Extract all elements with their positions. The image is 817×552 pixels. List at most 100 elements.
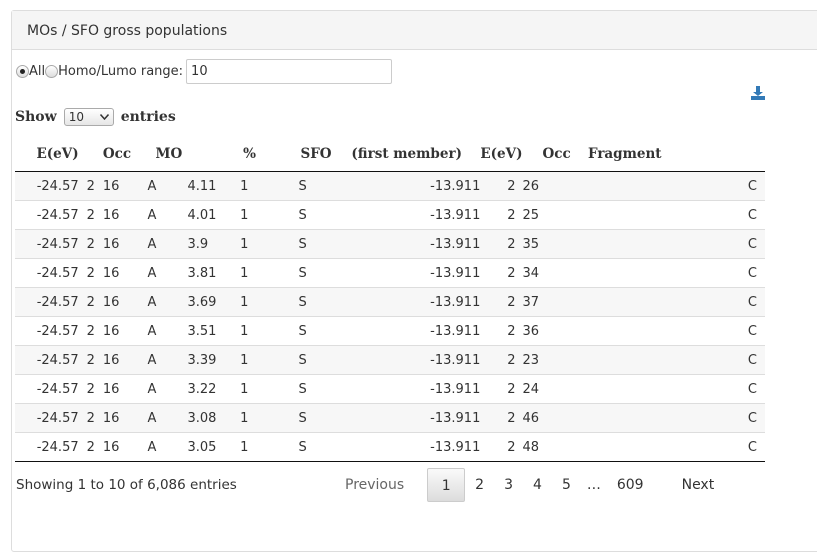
cell-first-member: S: [293, 171, 431, 201]
cell-percent: 3.9: [187, 229, 234, 259]
column-header-percent[interactable]: %: [233, 137, 294, 172]
entries-label: entries: [120, 109, 176, 125]
cell-occ-2: 2: [480, 287, 523, 317]
cell-percent: 3.22: [187, 374, 234, 404]
page-button-1[interactable]: 1: [427, 468, 466, 502]
cell-occ-2: 2: [480, 345, 523, 375]
cell-symmetry: A: [147, 229, 188, 259]
table-row: -24.57 2 16 A 3.51 1 S -13.911 2 36 C: [15, 316, 765, 346]
cell-occ: 2: [78, 287, 95, 317]
cell-percent: 3.05: [187, 432, 234, 462]
column-header-occ-2[interactable]: Occ: [522, 137, 588, 172]
cell-occ: 2: [78, 171, 95, 201]
cell-e-ev-2: -13.911: [430, 287, 481, 317]
cell-e-ev: -24.57: [15, 374, 79, 404]
table-row: -24.57 2 16 A 3.81 1 S -13.911 2 34 C: [15, 258, 765, 288]
cell-mo: 16: [94, 258, 148, 288]
cell-symmetry: A: [147, 287, 188, 317]
cell-mo: 16: [94, 316, 148, 346]
cell-e-ev-2: -13.911: [430, 403, 481, 433]
homo-lumo-range-input[interactable]: [186, 58, 393, 84]
all-radio-label: All: [29, 63, 46, 79]
cell-fragment: 25: [522, 200, 588, 230]
cell-mo: 16: [94, 345, 148, 375]
cell-e-ev-2: -13.911: [430, 200, 481, 230]
cell-occ-2: 2: [480, 200, 523, 230]
page-button-last[interactable]: 609: [616, 477, 644, 493]
table-row: -24.57 2 16 A 3.05 1 S -13.911 2 48 C: [15, 432, 765, 462]
cell-element: C: [587, 229, 765, 259]
cell-percent: 3.51: [187, 316, 234, 346]
cell-mo: 16: [94, 200, 148, 230]
pagination: Previous 1 2 3 4 5 … 609 Next: [334, 467, 724, 503]
cell-sfo: 1: [233, 345, 294, 375]
cell-element: C: [587, 258, 765, 288]
column-header-e-ev[interactable]: E(eV): [15, 137, 79, 172]
column-header-fragment[interactable]: Fragment: [587, 137, 765, 172]
cell-occ-2: 2: [480, 229, 523, 259]
cell-percent: 3.08: [187, 403, 234, 433]
next-button[interactable]: Next: [681, 477, 715, 493]
cell-sfo: 1: [233, 200, 294, 230]
cell-percent: 4.11: [187, 171, 234, 201]
table-body: -24.57 2 16 A 4.11 1 S -13.911 2 26 C -24.57 2 16 A 4.0…: [15, 171, 765, 462]
show-label: Show: [15, 109, 57, 125]
table-row: -24.57 2 16 A 3.39 1 S -13.911 2 23 C: [15, 345, 765, 375]
column-header-first-member[interactable]: (first member): [346, 137, 481, 172]
table-row: -24.57 2 16 A 4.01 1 S -13.911 2 25 C: [15, 200, 765, 230]
table-row: -24.57 2 16 A 3.69 1 S -13.911 2 37 C: [15, 287, 765, 317]
column-header-occ[interactable]: Occ: [94, 137, 148, 172]
page-button-3[interactable]: 3: [504, 477, 514, 493]
cell-element: C: [587, 200, 765, 230]
cell-e-ev: -24.57: [15, 258, 79, 288]
column-header-e-ev-2[interactable]: E(eV): [480, 137, 523, 172]
cell-first-member: S: [293, 287, 431, 317]
page-button-2[interactable]: 2: [475, 477, 485, 493]
cell-sfo: 1: [233, 403, 294, 433]
cell-first-member: S: [293, 374, 431, 404]
cell-element: C: [587, 403, 765, 433]
cell-mo: 16: [94, 171, 148, 201]
cell-symmetry: A: [147, 316, 188, 346]
homo-lumo-radio-label: Homo/Lumo range:: [58, 63, 184, 79]
cell-occ: 2: [78, 258, 95, 288]
column-header-mo[interactable]: MO: [147, 137, 188, 172]
cell-element: C: [587, 432, 765, 462]
cell-e-ev: -24.57: [15, 171, 79, 201]
cell-e-ev: -24.57: [15, 200, 79, 230]
cell-mo: 16: [94, 229, 148, 259]
homo-lumo-radio[interactable]: [45, 64, 59, 78]
cell-occ-2: 2: [480, 374, 523, 404]
cell-occ: 2: [78, 229, 95, 259]
table-header-row: E(eV) Occ MO % SFO (first member) E(eV) …: [15, 137, 765, 172]
page-button-5[interactable]: 5: [561, 477, 571, 493]
cell-mo: 16: [94, 287, 148, 317]
cell-occ-2: 2: [480, 432, 523, 462]
cell-occ: 2: [78, 374, 95, 404]
cell-e-ev: -24.57: [15, 316, 79, 346]
cell-sfo: 1: [233, 432, 294, 462]
download-icon[interactable]: [751, 85, 765, 100]
cell-e-ev-2: -13.911: [430, 316, 481, 346]
cell-fragment: 23: [522, 345, 588, 375]
previous-button[interactable]: Previous: [345, 477, 405, 493]
cell-sfo: 1: [233, 287, 294, 317]
page-button-4[interactable]: 4: [533, 477, 542, 493]
column-header-sfo[interactable]: SFO: [293, 137, 347, 172]
table-row: -24.57 2 16 A 3.08 1 S -13.911 2 46 C: [15, 403, 765, 433]
all-radio[interactable]: [16, 64, 29, 78]
cell-fragment: 35: [522, 229, 588, 259]
populations-table: E(eV) Occ MO % SFO (first member) E(eV) …: [15, 137, 765, 462]
cell-e-ev: -24.57: [15, 403, 79, 433]
cell-occ-2: 2: [480, 171, 523, 201]
entries-per-page-select[interactable]: 10: [63, 108, 114, 126]
cell-occ: 2: [78, 200, 95, 230]
cell-sfo: 1: [233, 374, 294, 404]
cell-percent: 3.69: [187, 287, 234, 317]
cell-fragment: 46: [522, 403, 588, 433]
cell-mo: 16: [94, 432, 148, 462]
cell-sfo: 1: [233, 316, 294, 346]
cell-symmetry: A: [147, 258, 188, 288]
table-row: -24.57 2 16 A 3.22 1 S -13.911 2 24 C: [15, 374, 765, 404]
chevron-down-icon: [99, 114, 109, 120]
